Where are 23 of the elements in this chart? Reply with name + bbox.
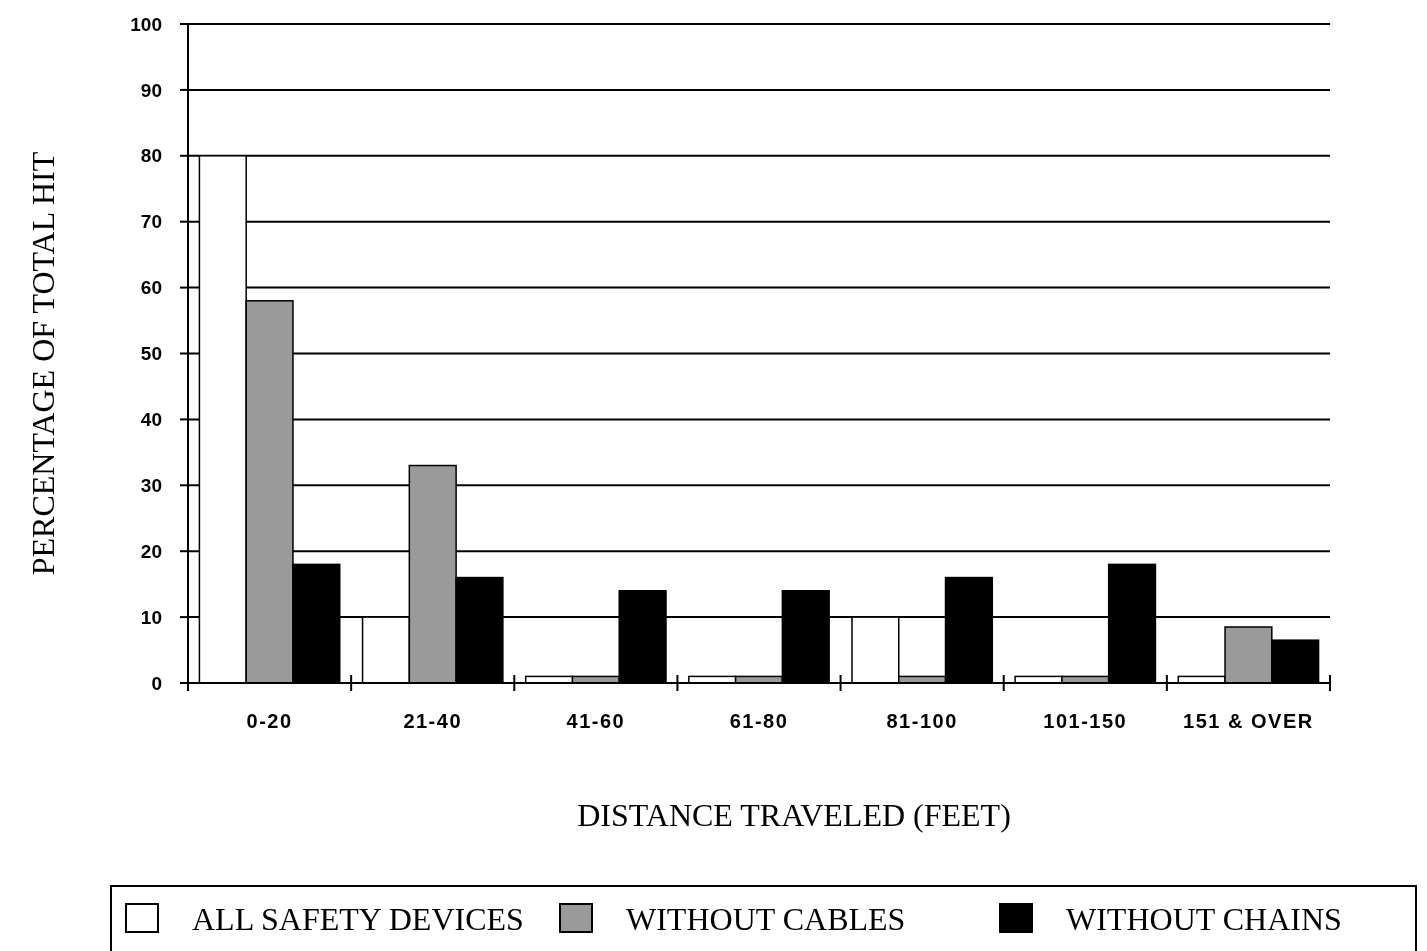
legend-label: WITHOUT CABLES	[626, 901, 906, 937]
y-tick-label: 50	[140, 343, 162, 365]
y-tick-label: 60	[140, 277, 162, 299]
x-tick-label: 81-100	[886, 710, 958, 732]
y-tick-label: 20	[140, 540, 162, 562]
y-tick-label: 70	[140, 211, 162, 233]
x-tick-label: 101-150	[1043, 710, 1128, 732]
y-tick-label: 30	[140, 474, 162, 496]
y-tick-label: 80	[140, 145, 162, 167]
y-tick-label: 10	[140, 606, 162, 628]
y-tick-label: 90	[140, 79, 162, 101]
y-tick-label: 0	[151, 672, 162, 694]
x-tick-label: 151 & OVER	[1183, 710, 1314, 732]
legend-label: WITHOUT CHAINS	[1066, 901, 1342, 937]
x-axis-title: DISTANCE TRAVELED (FEET)	[577, 797, 1011, 833]
y-tick-label: 100	[130, 13, 162, 35]
x-tick-label: 41-60	[566, 710, 626, 732]
y-axis-title: PERCENTAGE OF TOTAL HIT	[25, 151, 61, 576]
legend-label: ALL SAFETY DEVICES	[192, 901, 524, 937]
x-tick-label: 21-40	[403, 710, 463, 732]
x-tick-label: 0-20	[246, 710, 293, 732]
x-tick-label: 61-80	[729, 710, 789, 732]
y-tick-label: 40	[140, 409, 162, 431]
